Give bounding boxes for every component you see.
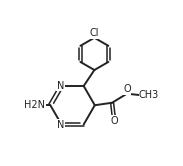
Text: H2N: H2N bbox=[24, 100, 45, 110]
Text: O: O bbox=[110, 116, 118, 126]
Text: O: O bbox=[123, 84, 131, 94]
Text: N: N bbox=[57, 120, 64, 130]
Text: Cl: Cl bbox=[90, 28, 99, 38]
Text: CH3: CH3 bbox=[139, 90, 159, 100]
Text: N: N bbox=[57, 81, 64, 91]
